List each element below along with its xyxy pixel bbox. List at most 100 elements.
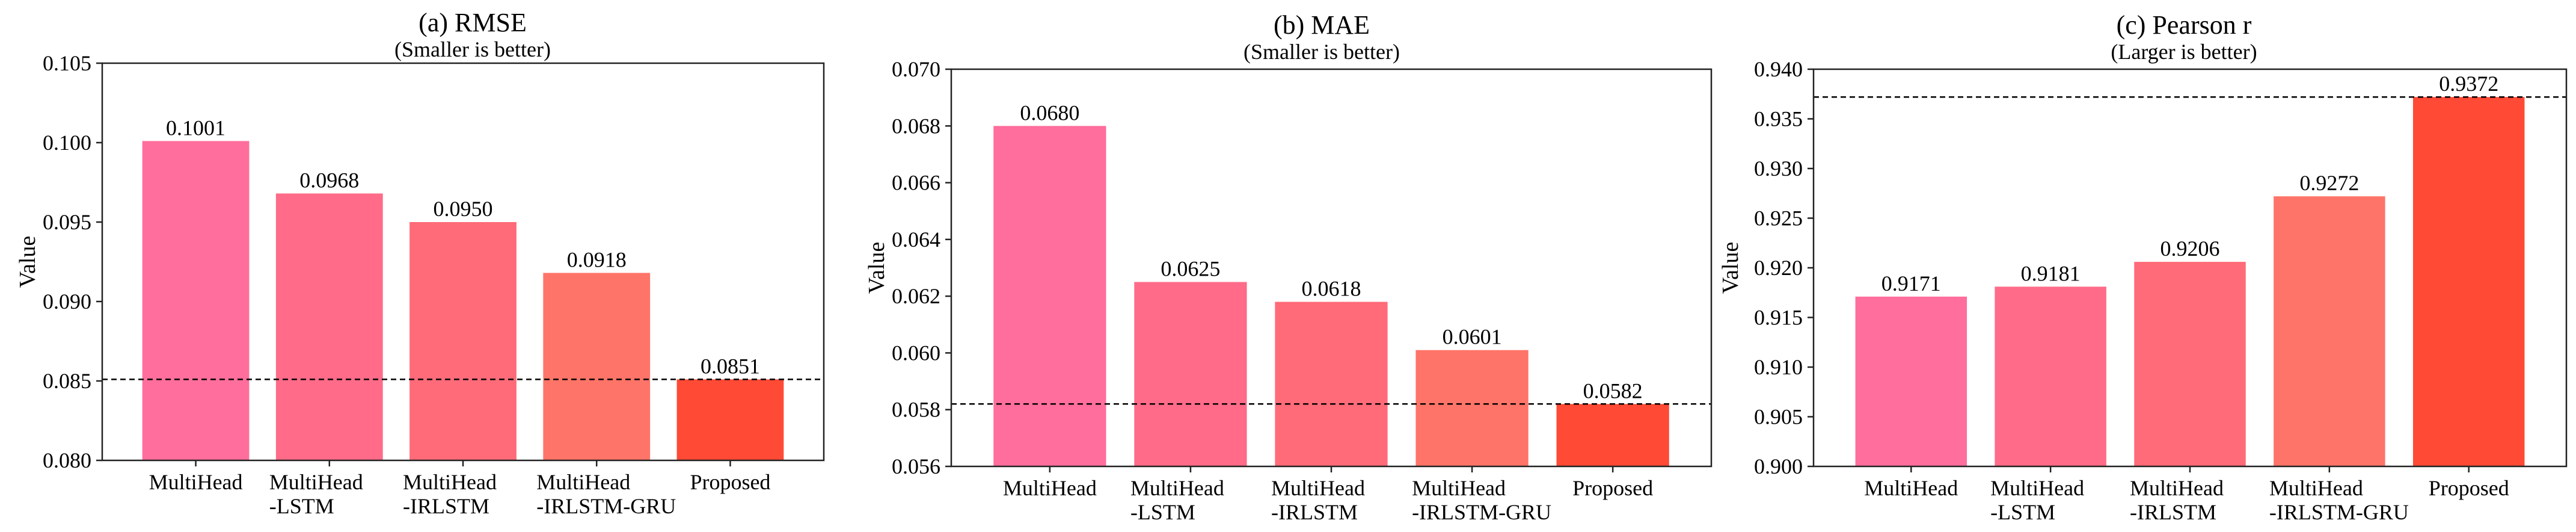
x-tick-label: MultiHead (1990, 476, 2084, 500)
data-label: 0.0918 (567, 247, 627, 271)
y-axis-ticks: 0.056 0.058 0.060 0.062 0.064 0.066 0.068 0.070 (892, 57, 951, 478)
y-tick-label: 0.935 (1754, 107, 1803, 131)
bar (1415, 350, 1529, 466)
chart-subtitle: (Smaller is better) (1244, 40, 1400, 64)
chart-title: (c) Pearson r (2117, 10, 2252, 40)
y-tick-label: 0.056 (892, 454, 940, 478)
y-axis-label: Value (1718, 242, 1743, 294)
plot-frame (1812, 68, 2568, 468)
y-tick-label: 0.905 (1754, 405, 1803, 429)
x-tick-label: MultiHead (403, 470, 497, 494)
y-tick-label: 0.066 (892, 171, 940, 195)
bar (2412, 97, 2525, 466)
y-tick-label: 0.095 (43, 210, 91, 234)
data-label: 0.0950 (434, 197, 493, 221)
y-tick-label: 0.062 (892, 284, 940, 308)
y-axis-label: Value (15, 236, 40, 288)
x-tick-label: MultiHead (1412, 476, 1506, 500)
data-label: 0.9171 (1881, 271, 1941, 295)
x-tick-label: -IRLSTM (403, 494, 489, 518)
y-tick-label: 0.085 (43, 369, 91, 393)
chart-title: (b) MAE (1274, 10, 1370, 40)
chart-subtitle: (Larger is better) (2111, 40, 2257, 64)
data-label: 0.9181 (2021, 261, 2081, 285)
bar (1995, 286, 2106, 466)
bar (543, 273, 651, 460)
x-tick-label: MultiHead (1271, 476, 1365, 500)
data-label: 0.0618 (1302, 277, 1361, 301)
bar (1855, 296, 1967, 466)
plot-frame (950, 68, 1713, 468)
x-axis-ticks: MultiHead MultiHead-LSTMMultiHead-IRLSTMM… (149, 460, 770, 518)
y-tick-label: 0.930 (1754, 156, 1803, 181)
x-axis-ticks: MultiHead MultiHead-LSTMMultiHead-IRLSTMM… (1864, 466, 2509, 524)
bar (1275, 302, 1388, 466)
chart-panel-pearson: (c) Pearson r (Larger is better) Value 0… (1718, 10, 2568, 524)
chart-title: (a) RMSE (419, 8, 527, 37)
y-tick-label: 0.900 (1754, 454, 1803, 478)
x-tick-label: MultiHead (2269, 476, 2363, 500)
x-tick-label: MultiHead (1864, 476, 1958, 500)
y-tick-label: 0.915 (1754, 306, 1803, 330)
bar (1556, 404, 1669, 466)
x-tick-label: Proposed (1572, 476, 1653, 500)
x-tick-label: MultiHead (1130, 476, 1224, 500)
y-tick-label: 0.080 (43, 448, 91, 472)
bar-series (993, 126, 1669, 467)
y-tick-label: 0.910 (1754, 355, 1803, 379)
plot-frame (101, 62, 825, 462)
bar-series (142, 141, 784, 461)
data-label: 0.0851 (701, 354, 760, 378)
x-tick-label: Proposed (690, 470, 770, 494)
x-axis-ticks: MultiHead MultiHead-LSTMMultiHead-IRLSTMM… (1003, 466, 1653, 524)
bar (142, 141, 250, 461)
y-tick-label: 0.090 (43, 289, 91, 314)
data-labels: 0.1001 0.0968 0.0950 0.0918 0.0851 (166, 116, 760, 378)
y-tick-label: 0.105 (43, 51, 91, 75)
bar (409, 222, 517, 460)
x-tick-label: MultiHead (2130, 476, 2224, 500)
data-labels: 0.0680 0.0625 0.0618 0.0601 0.0582 (1020, 101, 1642, 403)
x-tick-label: Proposed (2429, 476, 2509, 500)
y-axis-ticks: 0.900 0.905 0.910 0.915 0.920 0.925 0.930 0.935… (1754, 57, 1814, 478)
y-tick-label: 0.925 (1754, 206, 1803, 230)
bar (993, 126, 1106, 467)
data-label: 0.9372 (2439, 72, 2498, 96)
x-tick-label: -IRLSTM-GRU (2269, 500, 2409, 524)
data-label: 0.0968 (299, 168, 359, 192)
bar (1134, 282, 1247, 466)
x-tick-label: -LSTM (269, 494, 334, 518)
data-label: 0.9206 (2160, 237, 2220, 261)
y-tick-label: 0.060 (892, 341, 940, 365)
bar (2134, 262, 2246, 466)
y-tick-label: 0.058 (892, 398, 940, 422)
x-tick-label: -IRLSTM-GRU (1412, 500, 1551, 524)
x-tick-label: -LSTM (1990, 500, 2055, 524)
bar (676, 379, 784, 460)
data-label: 0.0680 (1020, 101, 1079, 125)
y-axis-label: Value (864, 242, 889, 294)
x-tick-label: -IRLSTM (1271, 500, 1358, 524)
x-tick-label: MultiHead (269, 470, 363, 494)
y-tick-label: 0.064 (892, 227, 940, 252)
x-tick-label: MultiHead (536, 470, 630, 494)
data-label: 0.0625 (1161, 257, 1220, 281)
x-tick-label: -IRLSTM-GRU (536, 494, 676, 518)
data-label: 0.0601 (1443, 325, 1502, 349)
y-tick-label: 0.940 (1754, 57, 1803, 81)
chart-subtitle: (Smaller is better) (394, 37, 551, 61)
bar (2274, 196, 2385, 466)
data-labels: 0.9171 0.9181 0.9206 0.9272 0.9372 (1881, 72, 2498, 295)
chart-panel-mae: (b) MAE (Smaller is better) Value 0.0560… (864, 10, 1713, 524)
x-tick-label: MultiHead (149, 470, 243, 494)
y-tick-label: 0.920 (1754, 256, 1803, 280)
y-tick-label: 0.068 (892, 114, 940, 138)
bar (275, 193, 383, 460)
data-label: 0.9272 (2299, 171, 2359, 195)
data-label: 0.1001 (166, 116, 225, 140)
x-tick-label: -LSTM (1130, 500, 1195, 524)
y-tick-label: 0.070 (892, 57, 940, 81)
chart-panel-rmse: (a) RMSE (Smaller is better) Value 0.080… (15, 8, 825, 518)
bar-series (1855, 97, 2525, 466)
x-tick-label: MultiHead (1003, 476, 1097, 500)
